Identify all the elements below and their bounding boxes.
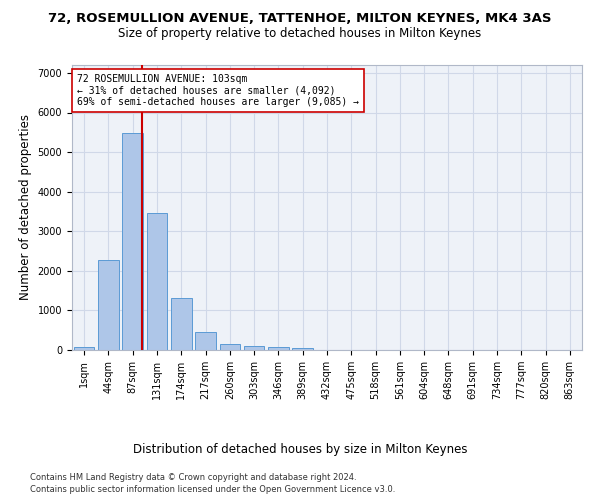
Bar bbox=[171, 298, 191, 350]
Bar bbox=[268, 348, 289, 350]
Bar bbox=[146, 214, 167, 350]
Text: Contains public sector information licensed under the Open Government Licence v3: Contains public sector information licen… bbox=[30, 485, 395, 494]
Bar bbox=[292, 348, 313, 350]
Text: 72 ROSEMULLION AVENUE: 103sqm
← 31% of detached houses are smaller (4,092)
69% o: 72 ROSEMULLION AVENUE: 103sqm ← 31% of d… bbox=[77, 74, 359, 107]
Bar bbox=[74, 347, 94, 350]
Text: Distribution of detached houses by size in Milton Keynes: Distribution of detached houses by size … bbox=[133, 442, 467, 456]
Text: Size of property relative to detached houses in Milton Keynes: Size of property relative to detached ho… bbox=[118, 28, 482, 40]
Y-axis label: Number of detached properties: Number of detached properties bbox=[19, 114, 32, 300]
Bar bbox=[122, 133, 143, 350]
Bar bbox=[220, 344, 240, 350]
Text: 72, ROSEMULLION AVENUE, TATTENHOE, MILTON KEYNES, MK4 3AS: 72, ROSEMULLION AVENUE, TATTENHOE, MILTO… bbox=[48, 12, 552, 26]
Text: Contains HM Land Registry data © Crown copyright and database right 2024.: Contains HM Land Registry data © Crown c… bbox=[30, 472, 356, 482]
Bar bbox=[195, 332, 216, 350]
Bar bbox=[98, 260, 119, 350]
Bar bbox=[244, 346, 265, 350]
